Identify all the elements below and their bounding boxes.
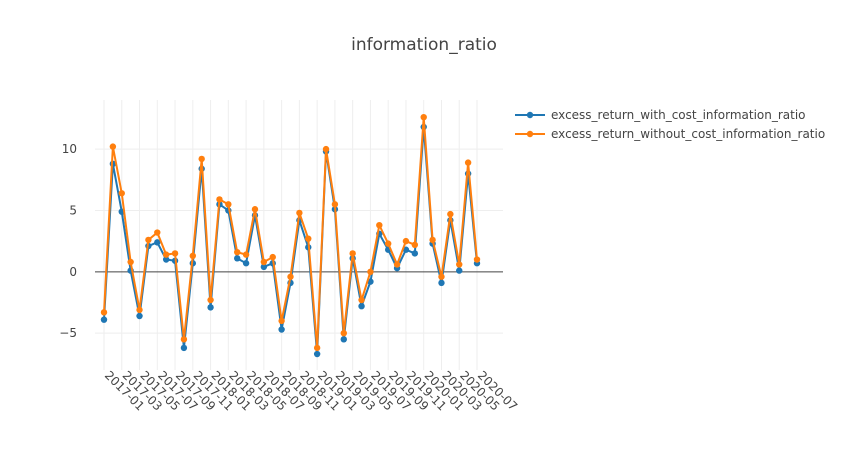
data-point[interactable]: [162, 256, 170, 263]
data-point[interactable]: [278, 317, 285, 325]
series-layer: [100, 113, 481, 358]
data-point[interactable]: [411, 241, 419, 249]
data-point[interactable]: [180, 336, 188, 343]
data-point[interactable]: [242, 251, 250, 258]
data-point[interactable]: [376, 221, 383, 229]
data-point[interactable]: [180, 344, 188, 352]
data-point[interactable]: [340, 329, 347, 337]
data-point[interactable]: [154, 239, 161, 246]
data-point[interactable]: [384, 240, 392, 247]
data-point[interactable]: [162, 251, 170, 258]
data-point[interactable]: [145, 236, 152, 244]
data-point[interactable]: [260, 258, 268, 266]
data-point[interactable]: [136, 312, 143, 320]
legend[interactable]: excess_return_with_cost_information_rati…: [515, 108, 825, 141]
data-point[interactable]: [189, 252, 197, 260]
data-point[interactable]: [393, 261, 401, 268]
data-point[interactable]: [100, 309, 108, 316]
data-point[interactable]: [127, 258, 134, 266]
legend-item[interactable]: excess_return_with_cost_information_rati…: [515, 108, 806, 122]
series-1: [100, 123, 481, 358]
data-point[interactable]: [358, 302, 365, 310]
data-point[interactable]: [340, 336, 347, 343]
data-point[interactable]: [269, 253, 276, 261]
data-point[interactable]: [296, 209, 303, 217]
data-point[interactable]: [358, 296, 365, 304]
data-point[interactable]: [225, 201, 232, 208]
axes: −505102017-012017-032017-052017-072017-0…: [59, 142, 520, 413]
data-point[interactable]: [216, 196, 223, 203]
data-point[interactable]: [473, 256, 481, 263]
data-point[interactable]: [367, 268, 374, 276]
legend-label: excess_return_with_cost_information_rati…: [551, 108, 806, 122]
data-point[interactable]: [207, 304, 214, 311]
series-2: [100, 113, 481, 352]
data-point[interactable]: [100, 316, 108, 323]
y-tick-label: 0: [69, 265, 77, 279]
data-point[interactable]: [109, 143, 117, 150]
data-point[interactable]: [402, 237, 410, 245]
data-point[interactable]: [171, 250, 179, 257]
data-point[interactable]: [242, 260, 250, 267]
legend-marker: [526, 111, 534, 119]
legend-label: excess_return_without_cost_information_r…: [551, 127, 825, 141]
data-point[interactable]: [322, 145, 330, 153]
legend-marker: [526, 130, 534, 138]
chart-title: information_ratio: [351, 35, 497, 55]
data-point[interactable]: [136, 306, 143, 314]
data-point[interactable]: [411, 250, 419, 257]
data-point[interactable]: [313, 344, 321, 352]
data-point[interactable]: [331, 201, 339, 208]
data-point[interactable]: [287, 273, 294, 280]
data-point[interactable]: [313, 350, 321, 358]
data-point[interactable]: [438, 279, 445, 287]
data-point[interactable]: [447, 210, 454, 218]
data-point[interactable]: [251, 206, 259, 213]
y-tick-label: 10: [62, 142, 77, 156]
data-point[interactable]: [464, 159, 472, 166]
data-point[interactable]: [234, 255, 241, 262]
y-tick-label: 5: [69, 203, 77, 217]
data-point[interactable]: [278, 326, 285, 333]
data-point[interactable]: [349, 250, 356, 257]
data-point[interactable]: [420, 113, 427, 121]
y-tick-label: −5: [59, 326, 77, 340]
data-point[interactable]: [198, 155, 205, 163]
data-point[interactable]: [118, 190, 125, 197]
data-point[interactable]: [154, 229, 161, 236]
data-point[interactable]: [234, 248, 241, 256]
data-point[interactable]: [438, 273, 445, 280]
data-point[interactable]: [305, 235, 312, 242]
legend-item[interactable]: excess_return_without_cost_information_r…: [515, 127, 825, 141]
data-point[interactable]: [207, 296, 214, 304]
data-point[interactable]: [260, 263, 268, 271]
data-point[interactable]: [456, 267, 463, 274]
data-point[interactable]: [456, 261, 463, 268]
data-point[interactable]: [429, 236, 436, 244]
